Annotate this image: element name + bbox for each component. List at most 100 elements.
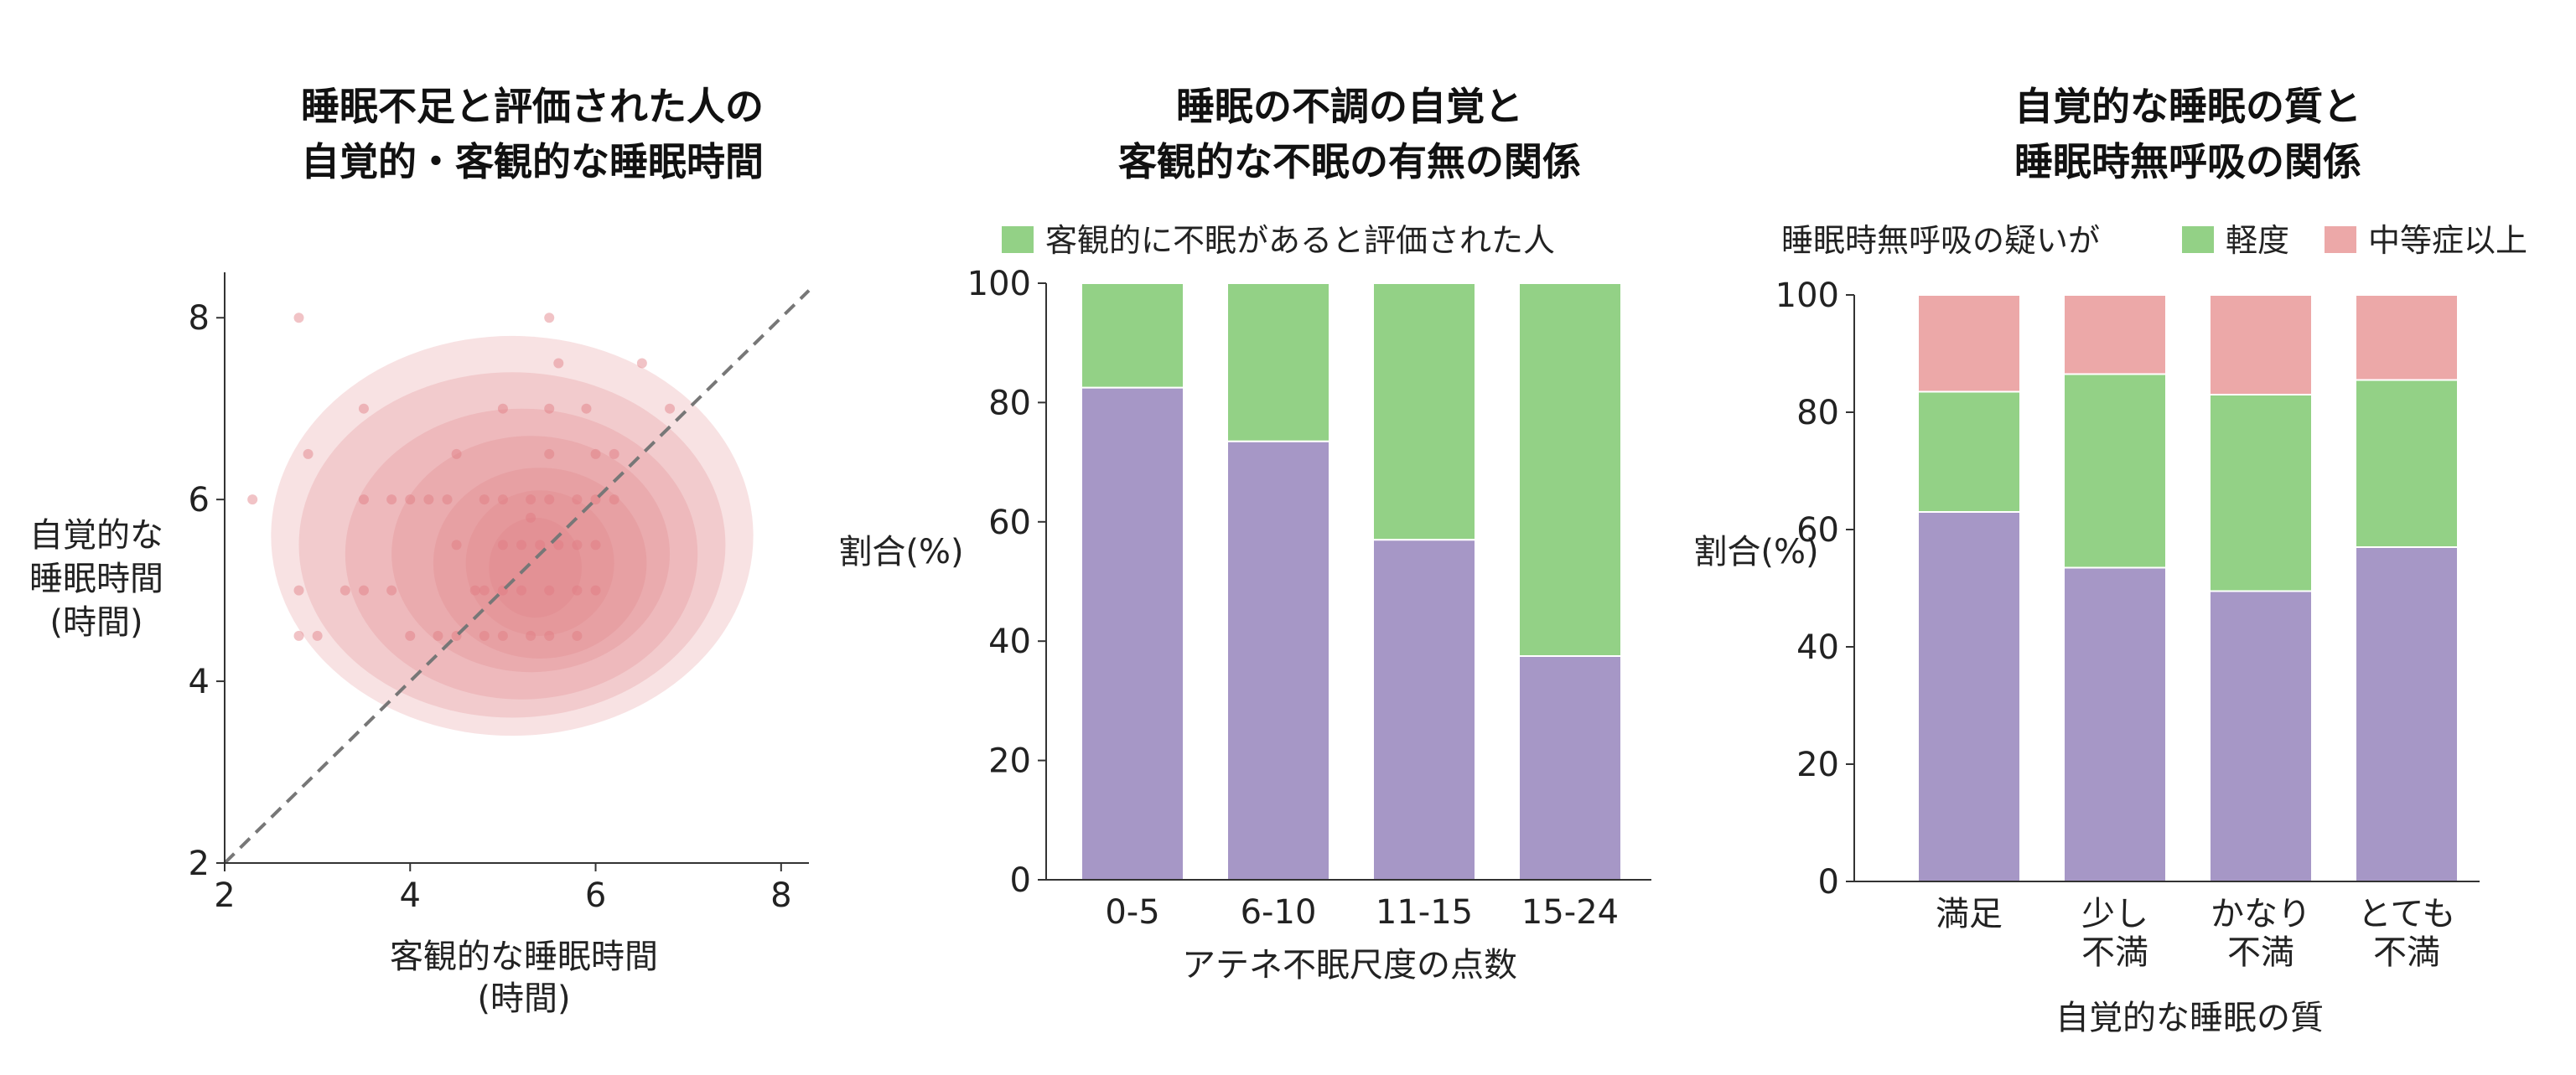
data-point [386,585,397,596]
data-point [497,630,508,641]
y-tick-label: 0 [1010,861,1031,900]
x-axis-label: アテネ不眠尺度の点数 [1182,946,1517,985]
bar-segment [1372,539,1476,881]
legend-label: 客観的に不眠があると評価された人 [1045,222,1555,259]
data-point [293,313,304,323]
data-point [526,512,536,523]
data-point [516,585,527,596]
data-point [636,358,647,369]
data-point [358,403,369,414]
y-axis-label: (時間) [49,603,143,642]
y-tick-label: 8 [189,299,210,338]
x-tick-label: 11-15 [1376,893,1473,932]
data-point [572,494,583,505]
data-point [451,448,462,459]
x-tick-label: 15-24 [1521,893,1619,932]
data-point [526,630,536,641]
data-point [544,585,555,596]
bar-segment [2209,590,2313,882]
y-tick-label: 100 [967,265,1031,303]
density-contour [489,517,582,618]
chart-title: 自覚的な睡眠の質と [2014,84,2361,129]
bar-segment [2063,294,2167,375]
x-axis-label: 自覚的な睡眠の質 [2055,999,2324,1037]
data-point [479,585,490,596]
data-point [303,448,314,459]
data-point [590,585,601,596]
data-point [544,403,555,414]
legend-prefix: 睡眠時無呼吸の疑いが [1781,222,2100,259]
y-tick-label: 20 [1796,746,1839,784]
data-point [479,630,490,641]
y-axis-label: 割合(%) [838,533,963,571]
x-tick-label: 2 [214,876,235,915]
bar-segment [1917,511,2021,882]
bar-segment [1917,390,2021,513]
bar-segment [2063,373,2167,569]
x-tick-label: 不満 [2081,933,2148,972]
data-point [609,448,619,459]
data-point [451,540,462,550]
x-tick-label: 0-5 [1105,893,1159,932]
data-point [553,358,564,369]
x-tick-label: 8 [770,876,791,915]
y-tick-label: 80 [988,384,1031,422]
data-point [544,313,555,323]
bar-segment [2355,379,2459,548]
data-point [358,585,369,596]
density-contour [271,335,754,736]
data-point [535,540,546,550]
legend-swatch [2325,226,2356,253]
data-point [516,540,527,550]
chart-title: 睡眠不足と評価された人の [301,84,764,129]
chart-title: 睡眠時無呼吸の関係 [2014,139,2361,184]
y-tick-label: 100 [1775,277,1839,315]
data-point [469,585,480,596]
x-tick-label: 6 [585,876,606,915]
bar-segment [2209,394,2313,592]
x-tick-label: かなり [2211,895,2311,933]
bar-segment [1372,282,1476,541]
x-tick-label: とても [2358,895,2456,933]
data-point [665,403,676,414]
x-tick-label: 不満 [2227,933,2294,972]
y-tick-label: 40 [988,623,1031,661]
density-contour [298,372,726,718]
data-point [293,630,304,641]
bar-segment [2209,294,2313,395]
data-point [442,494,453,505]
data-point [386,494,397,505]
y-tick-label: 0 [1818,863,1839,902]
data-point [497,403,508,414]
legend-label: 軽度 [2226,222,2289,259]
y-tick-label: 60 [988,504,1031,542]
bar-segment [1081,386,1184,881]
chart-title: 自覚的・客観的な睡眠時間 [301,139,764,184]
density-contour [345,408,698,700]
data-point [572,540,583,550]
data-point [590,494,601,505]
bar-segment [1518,655,1622,881]
data-point [544,630,555,641]
data-point [423,494,434,505]
y-tick-label: 20 [988,742,1031,781]
data-point [497,494,508,505]
data-point [590,540,601,550]
bar-segment [2355,294,2459,381]
data-point [293,585,304,596]
y-tick-label: 2 [189,845,210,883]
density-contour [433,468,647,659]
y-tick-label: 60 [1796,511,1839,550]
x-axis-label: (時間) [477,979,570,1018]
data-point [590,448,601,459]
y-tick-label: 80 [1796,394,1839,432]
data-point [572,585,583,596]
x-tick-label: 満足 [1936,895,2003,933]
bar-segment [1081,282,1184,389]
chart-title: 客観的な不眠の有無の関係 [1118,139,1581,184]
density-contour [465,490,614,636]
x-tick-label: 6-10 [1241,893,1317,932]
bar-segment [2063,566,2167,882]
